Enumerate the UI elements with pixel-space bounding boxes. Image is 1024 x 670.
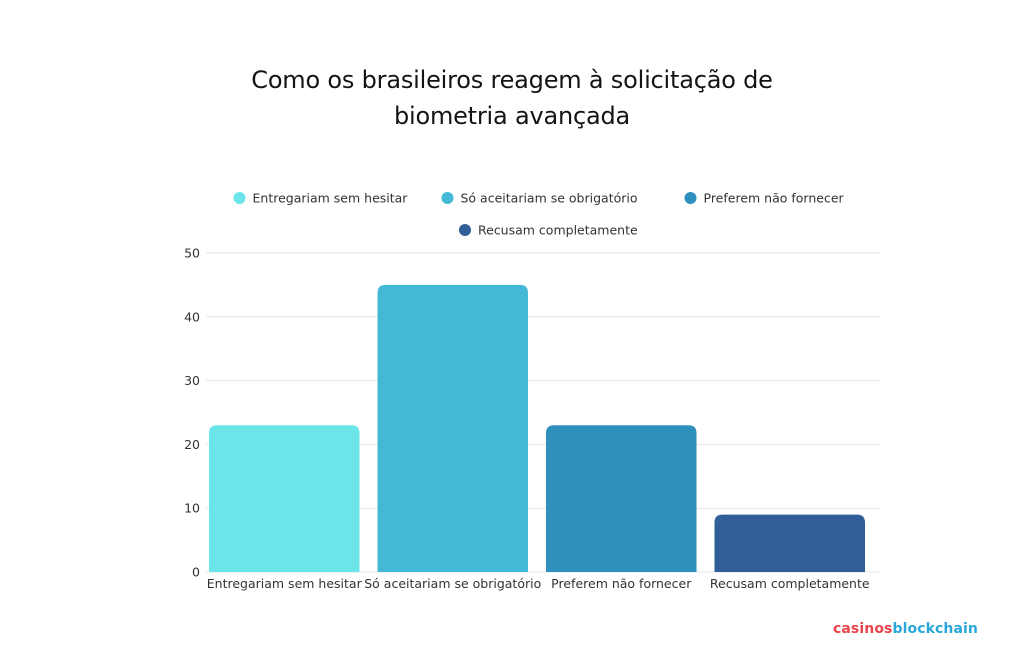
x-tick-label: Recusam completamente — [710, 576, 870, 591]
legend-swatch — [684, 192, 697, 204]
y-tick-label: 30 — [184, 373, 200, 388]
y-tick-label: 40 — [184, 309, 200, 324]
legend-label: Preferem não fornecer — [704, 191, 845, 206]
brand-logo-part-2: blockchain — [892, 621, 978, 637]
bar-so-aceitariam-se-obrigatorio — [377, 284, 528, 572]
legend-item-preferem-nao-fornecer: Preferem não fornecer — [684, 191, 845, 206]
legend-label: Só aceitariam se obrigatório — [461, 191, 638, 206]
chart-title-line-2: biometria avançada — [393, 102, 631, 130]
chart-legend: Entregariam sem hesitar Só aceitariam se … — [233, 191, 845, 238]
bar-entregariam-sem-hesitar — [209, 425, 360, 572]
chart-title: Como os brasileiros reagem à solicitação… — [0, 62, 1024, 134]
y-tick-label: 50 — [184, 246, 200, 261]
x-tick-label: Só aceitariam se obrigatório — [364, 576, 541, 591]
legend-item-so-aceitariam-se-obrigatorio: Só aceitariam se obrigatório — [441, 191, 638, 206]
y-axis-ticks: 0 10 20 30 40 50 — [184, 246, 200, 580]
y-tick-label: 10 — [184, 501, 200, 516]
legend-item-entregariam-sem-hesitar: Entregariam sem hesitar — [233, 191, 409, 206]
x-tick-label: Preferem não fornecer — [551, 576, 692, 591]
x-tick-label: Entregariam sem hesitar — [207, 576, 363, 591]
bars — [209, 284, 865, 572]
y-tick-label: 20 — [184, 437, 200, 452]
y-tick-label: 0 — [192, 565, 200, 580]
chart-title-line-1: Como os brasileiros reagem à solicitação… — [251, 66, 773, 94]
brand-logo-part-1: casinos — [832, 621, 893, 637]
legend-swatch — [441, 192, 454, 204]
legend-label: Recusam completamente — [478, 223, 638, 238]
bar-recusam-completamente — [714, 514, 865, 572]
legend-swatch — [233, 192, 246, 204]
bar-preferem-nao-fornecer — [546, 425, 697, 572]
x-axis-labels: Entregariam sem hesitar Só aceitariam se … — [207, 576, 870, 591]
legend-label: Entregariam sem hesitar — [253, 191, 409, 206]
legend-item-recusam-completamente: Recusam completamente — [459, 223, 638, 238]
legend-swatch — [459, 224, 471, 236]
brand-logo: casinosblockchain — [833, 621, 978, 637]
